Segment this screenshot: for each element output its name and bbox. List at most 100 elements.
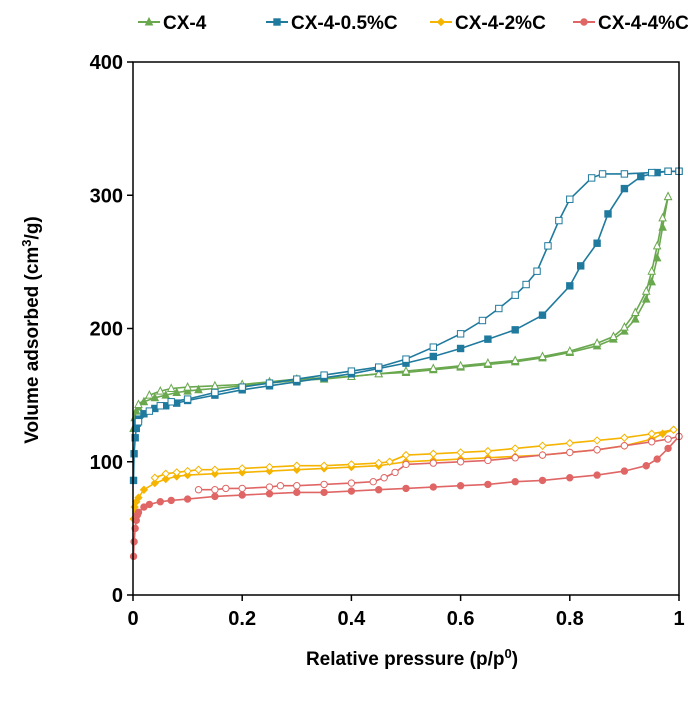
series-1-desorption-point (429, 343, 438, 351)
series-2-desorption-point (237, 464, 247, 473)
series-1-adsorption-point (484, 335, 492, 343)
series-1-desorption-point (511, 291, 519, 299)
legend-entry-1: CX-4-0.5%C (266, 13, 398, 34)
series-0-desorption-point (565, 346, 575, 355)
series-2-desorption-point (347, 460, 356, 469)
series-2-desorption-line (154, 429, 674, 479)
series-3-desorption-point (222, 484, 230, 493)
series-3-desorption-point (380, 474, 388, 482)
series-3-desorption-point (391, 468, 399, 477)
series-1-desorption-point (598, 170, 607, 178)
series-2-adsorption-point (150, 478, 160, 488)
y-tick-label: 400 (90, 52, 123, 74)
series-1-adsorption-point (577, 262, 585, 270)
series-1-adsorption-line (132, 170, 679, 481)
series-3-desorption-point (265, 483, 274, 491)
series-3-desorption-point (620, 442, 629, 450)
series-1-desorption-point (402, 355, 410, 363)
series-2-desorption-point (161, 469, 170, 478)
series-0-desorption-point (401, 366, 411, 375)
series-1-adsorption-point (456, 344, 465, 353)
series-1-desorption-point (347, 367, 356, 375)
series-1-desorption-point (566, 195, 574, 203)
series-3-adsorption-point (156, 498, 165, 506)
series-3-desorption-line (198, 435, 680, 491)
series-1-desorption-point (134, 418, 143, 426)
series-3-desorption-point (369, 478, 377, 486)
series-0-desorption-point (620, 322, 629, 331)
series-3-adsorption-point (593, 471, 601, 479)
series-2-desorption-point (319, 461, 329, 470)
series-1-adsorption-point (429, 352, 438, 361)
series-3-adsorption-point (653, 455, 661, 463)
series-1-desorption-point (664, 167, 672, 175)
series-3-adsorption-point (538, 476, 547, 485)
plot-frame (132, 61, 680, 596)
series-3-adsorption-point (347, 487, 356, 495)
series-2-desorption-point (292, 461, 302, 470)
series-2-desorption-point (538, 441, 547, 450)
series-1-desorption-point (495, 304, 503, 313)
series-1-desorption-point (211, 388, 219, 397)
series-3-adsorption-point (402, 484, 410, 493)
legend-entry-2: CX-4-2%C (430, 13, 546, 34)
series-3-desorption-point (664, 435, 672, 443)
series-0-desorption-point (658, 212, 667, 222)
x-axis-title: Relative pressure (p/p0) (306, 646, 518, 671)
series-3-desorption-point (276, 482, 285, 490)
legend-swatch-marker (144, 16, 154, 26)
series-3-desorption-point (538, 451, 547, 459)
series-0-desorption-point (663, 191, 673, 201)
series-3-desorption-point (429, 459, 437, 467)
series-1-desorption-point (456, 330, 465, 338)
series-1-desorption-point (375, 363, 383, 371)
series-3-desorption-point (211, 486, 219, 494)
series-0-desorption-point (652, 240, 662, 250)
plot-area (129, 167, 683, 561)
series-3-desorption-point (566, 448, 574, 457)
legend-swatch-marker (436, 17, 446, 27)
series-0-desorption-point (155, 386, 165, 395)
series-1-desorption-point (648, 168, 656, 177)
series-1-desorption-point (533, 267, 541, 275)
series-3-desorption-point (593, 446, 601, 454)
series-3-adsorption-point (620, 467, 629, 475)
series-3-desorption-point (320, 480, 328, 489)
series-0-adsorption-point (641, 294, 651, 303)
series-3-adsorption-point (375, 486, 383, 494)
series-1-desorption-point (293, 375, 301, 383)
x-tick-label: 1 (673, 608, 684, 630)
series-1-desorption-point (156, 402, 165, 410)
series-1-desorption-point (183, 395, 192, 403)
series-0-desorption-point (641, 286, 651, 295)
series-2-desorption-point (669, 425, 678, 434)
series-0-desorption-point (145, 390, 154, 399)
y-tick-label: 100 (90, 452, 123, 474)
series-2-desorption-point (210, 465, 220, 474)
series-1-adsorption-point (511, 326, 519, 334)
series-2-desorption-point (456, 448, 465, 457)
series-3-adsorption-point (293, 488, 301, 497)
series-0-desorption-point (166, 383, 176, 392)
series-1-adsorption-point (130, 450, 138, 458)
series-3-adsorption-point (642, 462, 650, 470)
series-3-adsorption-point (566, 474, 574, 482)
series-3-adsorption-point (134, 508, 143, 517)
legend-label: CX-4 (163, 13, 207, 34)
series-0-desorption-point (609, 331, 618, 340)
series-0-desorption-point (592, 338, 602, 347)
series-0-desorption-point (647, 266, 657, 275)
series-2-desorption-point (401, 450, 411, 460)
series-3-adsorption-point (320, 488, 328, 497)
series-0-adsorption-point (631, 314, 640, 323)
series-0-adsorption-point (647, 276, 657, 286)
series-1 (129, 167, 683, 485)
x-tick-label: 0 (127, 608, 138, 630)
series-0-adsorption-point (194, 384, 203, 394)
series-3 (129, 432, 683, 561)
series-2-desorption-point (483, 446, 493, 456)
x-tick-label: 0.4 (337, 608, 366, 630)
series-0-desorption-point (456, 360, 465, 370)
series-0-adsorption-point (150, 392, 160, 402)
